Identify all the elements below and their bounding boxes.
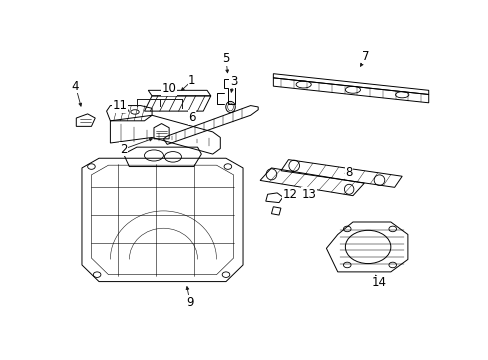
Text: 3: 3 [229,75,237,88]
Text: 12: 12 [283,188,297,201]
Text: 10: 10 [162,82,176,95]
Text: 6: 6 [188,111,195,124]
Text: 7: 7 [362,50,369,63]
Text: 2: 2 [120,143,127,156]
Text: 14: 14 [371,276,386,289]
Text: 1: 1 [188,74,195,87]
Text: 11: 11 [112,99,127,112]
Text: 9: 9 [186,296,193,309]
Text: 4: 4 [72,80,79,93]
Text: 8: 8 [345,166,352,179]
Text: 5: 5 [222,52,229,65]
Text: 13: 13 [301,188,316,201]
